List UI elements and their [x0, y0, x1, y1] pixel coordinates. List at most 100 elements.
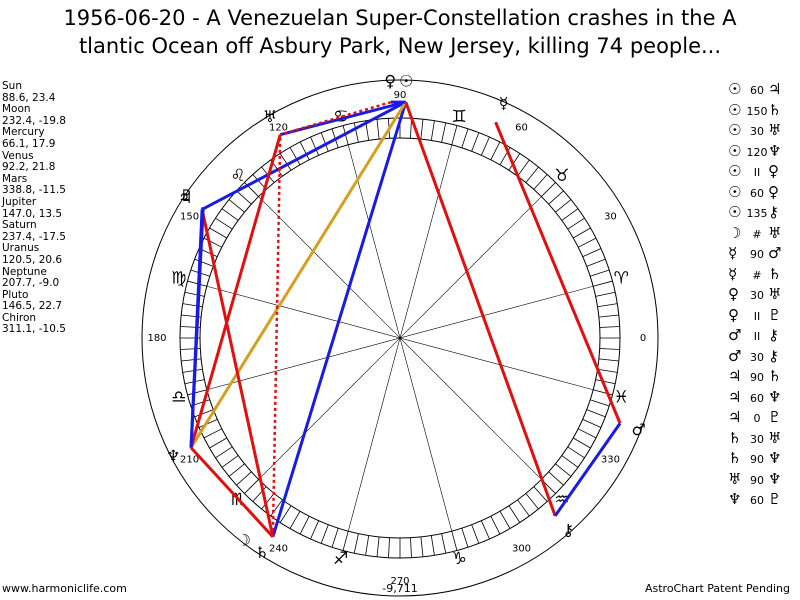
aspect-row: ☉ 30 ♅ [728, 121, 786, 142]
ring-tick [525, 493, 539, 510]
aspect-type: 30 [750, 432, 764, 446]
sign-glyph: ♒ [554, 490, 569, 510]
aspect-row: ♃ 90 ♄ [728, 367, 786, 388]
ring-tick [221, 455, 239, 468]
ring-tick [561, 455, 579, 468]
aspect-type: 120 [746, 145, 768, 159]
ring-tick [203, 428, 222, 439]
planet-name: Venus [2, 149, 34, 162]
ring-tick [261, 493, 275, 510]
aspect-type: # [752, 268, 762, 282]
planet-glyph: ☿ [499, 93, 509, 112]
aspect-to: ♇ [768, 305, 782, 324]
aspect-from: ☉ [728, 141, 742, 160]
ring-tick [578, 428, 597, 439]
ring-tick [279, 505, 292, 523]
aspect-from: ☉ [728, 100, 742, 119]
planet-name: Sun [2, 80, 22, 92]
aspect-from: ☉ [728, 80, 742, 98]
planet-glyph: ♃ [178, 188, 192, 207]
ring-tick [573, 437, 591, 449]
sign-glyph: ♑ [452, 549, 467, 569]
aspect-type: 90 [750, 248, 764, 261]
aspect-to: ♆ [768, 449, 782, 467]
aspect-row: ☽ # ♅ [728, 224, 786, 245]
aspect-type: 30 [750, 125, 764, 138]
aspect-row: ♅ 90 ♆ [728, 470, 786, 491]
planet-name: Mercury [2, 126, 45, 139]
sign-glyph: ♍ [171, 269, 186, 289]
aspect-line [279, 100, 407, 137]
planet-glyph: ☽ [237, 530, 251, 549]
aspect-line [189, 446, 274, 538]
ring-tick [320, 132, 329, 152]
aspect-from: ♂ [728, 326, 742, 344]
degree-label: 120 [269, 123, 288, 134]
planet-glyph: ♄ [255, 543, 269, 562]
aspect-type: II [753, 330, 761, 343]
degree-label: 90 [394, 90, 407, 101]
ring-tick [420, 119, 424, 140]
aspect-to: ♆ [768, 387, 782, 406]
aspect-row: ♃ 0 ♇ [728, 408, 786, 429]
ring-tick [590, 399, 610, 407]
aspect-type: II [753, 166, 761, 179]
ring-tick [209, 437, 227, 449]
ring-tick [289, 147, 301, 165]
ring-tick [194, 409, 214, 418]
outer-circle [141, 79, 659, 597]
ring-tick [353, 122, 359, 143]
ring-tick [203, 237, 222, 248]
aspect-to: ♆ [768, 469, 782, 488]
spoke [206, 285, 594, 391]
ring-tick [441, 122, 447, 143]
aspect-row: ♄ 90 ♆ [728, 449, 786, 470]
aspect-type: # [752, 227, 762, 241]
aspect-from: ♃ [728, 387, 742, 406]
aspect-row: ♀ 30 ♅ [728, 285, 786, 306]
sign-glyph: ♉ [554, 166, 569, 186]
aspect-line [271, 101, 408, 538]
planet-name: Jupiter [2, 195, 37, 208]
ring-tick [567, 446, 585, 459]
ring-tick [582, 248, 602, 258]
ring-tick [593, 280, 613, 287]
ring-tick [490, 141, 501, 160]
aspect-to: ⚷ [768, 346, 779, 365]
ring-tick [593, 389, 613, 396]
ring-tick [586, 258, 606, 267]
planet-glyph: ⚷ [562, 520, 574, 539]
sign-glyph: ♓ [614, 387, 629, 407]
ring-tick [209, 227, 227, 239]
aspect-to: ♅ [768, 428, 782, 447]
aspect-to: ♄ [768, 367, 782, 385]
aspect-from: ☿ [728, 244, 738, 262]
ring-tick [597, 368, 618, 373]
aspect-from: ♃ [728, 408, 742, 426]
aspect-type: 60 [750, 494, 764, 507]
aspect-row: ☿ 90 ♂ [728, 244, 786, 265]
title-line: tlantic Ocean off Asbury Park, New Jerse… [78, 34, 722, 58]
ring-tick [182, 368, 203, 373]
aspect-line [200, 209, 275, 538]
ring-tick [471, 132, 480, 152]
aspect-from: ♀ [728, 285, 739, 303]
planet-name: Mars [2, 172, 28, 185]
aspect-row: ☉ II ♀ [728, 162, 786, 183]
planet-position: 232.4, -19.8 [2, 114, 66, 127]
planet-name: Chiron [2, 311, 37, 324]
ring-tick [590, 269, 610, 277]
aspect-from: ♆ [728, 490, 742, 508]
ring-tick [548, 190, 564, 205]
ring-tick [533, 486, 548, 502]
aspect-from: ♃ [728, 367, 742, 385]
ring-tick [555, 199, 572, 213]
ring-tick [310, 520, 320, 540]
footer-left: www.harmoniclife.com [2, 582, 127, 595]
planet-name: Neptune [2, 265, 47, 278]
ring-tick [517, 159, 530, 177]
aspect-line [279, 100, 392, 136]
planet-position: 207.7, -9.0 [2, 277, 60, 290]
ring-tick [578, 237, 597, 248]
